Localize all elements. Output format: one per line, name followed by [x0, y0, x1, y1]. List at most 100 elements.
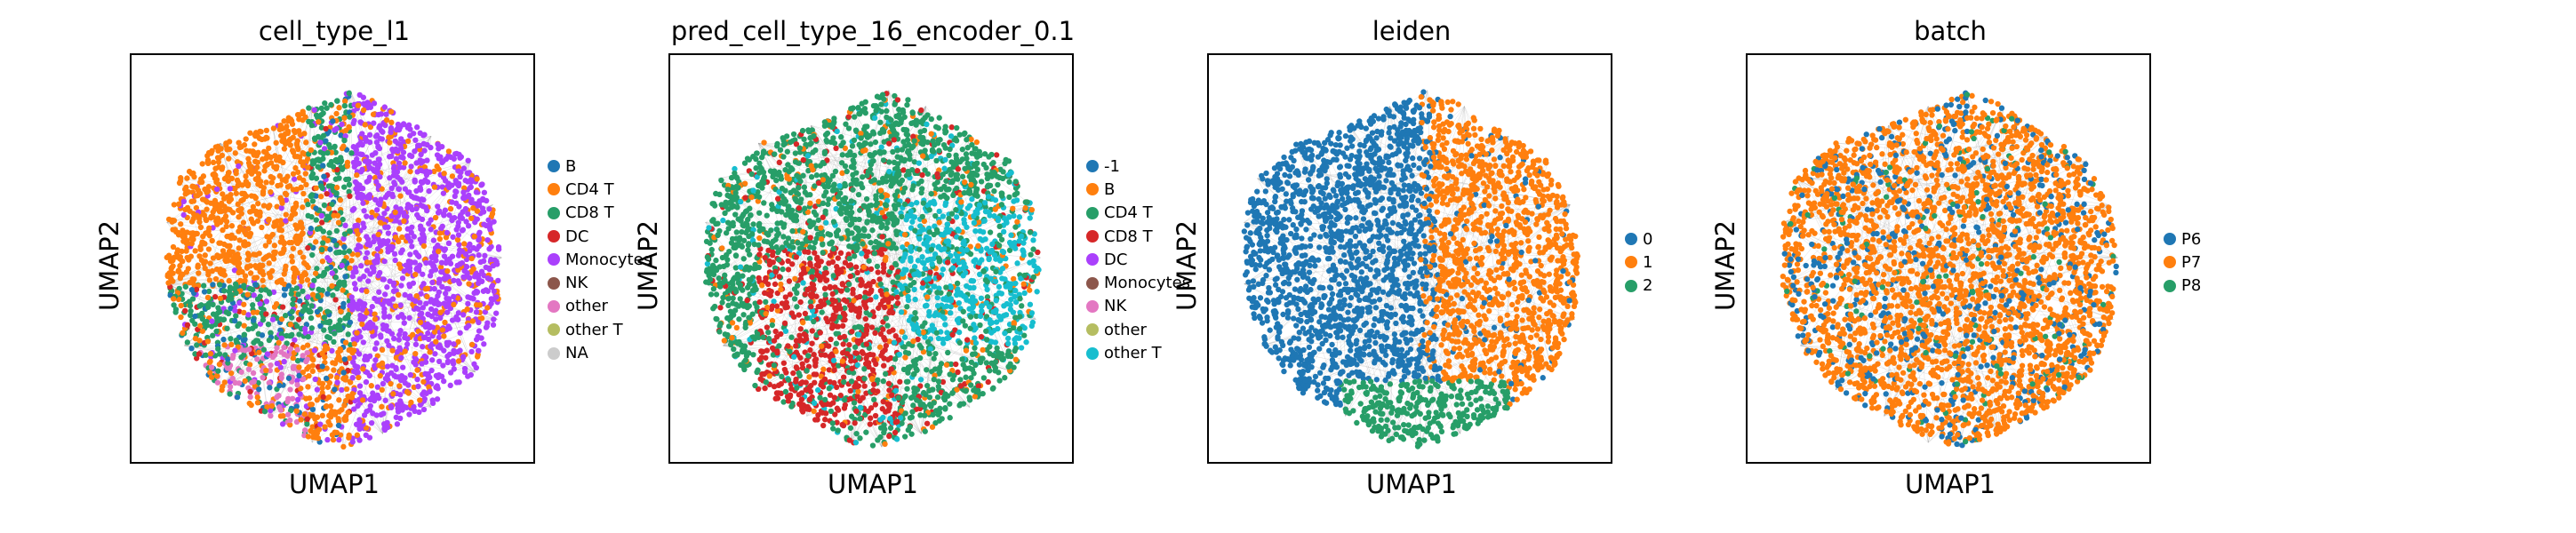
scatter-point	[481, 341, 487, 347]
scatter-point	[453, 314, 460, 321]
scatter-point	[222, 175, 229, 181]
scatter-point	[234, 159, 241, 165]
scatter-point	[1002, 276, 1008, 282]
scatter-point	[347, 378, 353, 385]
scatter-point	[797, 298, 804, 306]
scatter-point	[232, 347, 238, 354]
scatter-point	[263, 155, 269, 161]
graph-edge	[219, 142, 348, 312]
scatter-point	[319, 246, 325, 253]
scatter-point	[309, 406, 316, 413]
scatter-point	[445, 148, 452, 155]
scatter-point	[232, 150, 238, 156]
scatter-point	[364, 241, 371, 248]
scatter-point	[984, 346, 990, 353]
scatter-point	[946, 215, 952, 222]
scatter-point	[398, 136, 404, 142]
scatter-point	[404, 124, 412, 131]
scatter-point	[996, 283, 1003, 290]
scatter-point	[236, 269, 242, 276]
scatter-point	[375, 273, 381, 279]
scatter-point	[209, 318, 215, 324]
scatter-point	[346, 346, 352, 354]
scatter-point	[449, 253, 456, 259]
scatter-point	[853, 247, 860, 254]
scatter-point	[408, 193, 415, 200]
scatter-point	[304, 356, 310, 362]
scatter-point	[439, 223, 445, 229]
scatter-point	[367, 402, 373, 410]
scatter-point	[901, 157, 908, 164]
scatter-point	[325, 394, 332, 401]
scatter-point	[484, 237, 491, 243]
scatter-point	[884, 107, 890, 115]
scatter-point	[845, 125, 852, 131]
scatter-point	[402, 160, 408, 166]
scatter-point	[449, 173, 456, 179]
scatter-point	[390, 391, 396, 397]
scatter-point	[412, 271, 419, 278]
scatter-point	[428, 306, 435, 313]
scatter-point	[429, 279, 436, 286]
scatter-point	[330, 118, 336, 124]
scatter-point	[902, 354, 908, 361]
scatter-point	[487, 226, 493, 233]
scatter-point	[959, 147, 965, 153]
scatter-point	[378, 411, 384, 418]
scatter-point	[254, 159, 261, 165]
scatter-point	[462, 205, 469, 212]
scatter-point	[340, 375, 347, 382]
scatter-point	[871, 396, 877, 403]
scatter-point	[239, 190, 245, 197]
scatter-point	[350, 120, 356, 127]
scatter-point	[292, 337, 298, 343]
scatter-point	[383, 111, 389, 117]
scatter-point	[377, 173, 383, 180]
scatter-point	[384, 284, 390, 290]
scatter-point	[241, 352, 247, 358]
scatter-point	[236, 299, 243, 306]
graph-edge	[241, 200, 313, 443]
scatter-point	[227, 243, 233, 249]
scatter-point	[276, 339, 282, 346]
scatter-point	[436, 334, 443, 340]
scatter-point	[435, 386, 441, 392]
scatter-point	[905, 350, 912, 356]
scatter-point	[481, 189, 488, 195]
scatter-point	[413, 124, 420, 131]
scatter-point	[470, 205, 476, 211]
scatter-point	[332, 274, 340, 281]
scatter-point	[274, 360, 281, 367]
scatter-point	[318, 105, 324, 112]
scatter-point	[284, 332, 290, 339]
scatter-point	[456, 242, 462, 248]
scatter-point	[216, 155, 222, 161]
scatter-point	[241, 322, 247, 329]
scatter-point	[289, 147, 296, 154]
scatter-point	[388, 330, 396, 337]
scatter-point	[337, 197, 344, 203]
scatter-point	[242, 273, 249, 279]
scatter-point	[312, 270, 319, 276]
scatter-point	[380, 380, 387, 387]
scatter-point	[255, 200, 261, 207]
scatter-point	[418, 202, 424, 209]
scatter-point	[258, 129, 264, 135]
scatter-point	[969, 141, 975, 148]
scatter-point	[287, 422, 293, 428]
scatter-point	[180, 330, 186, 337]
scatter-point	[441, 347, 447, 354]
scatter-point	[884, 225, 890, 231]
umap-panel-2: pred_cell_type_16_encoder_0.1 UMAP1 UMAP2-…	[633, 0, 1220, 533]
scatter-point	[922, 303, 929, 309]
scatter-point	[391, 251, 398, 258]
scatter-point	[342, 397, 349, 404]
scatter-point	[333, 374, 340, 381]
point-layer	[164, 90, 502, 450]
scatter-point	[397, 392, 404, 398]
scatter-point	[207, 260, 213, 266]
scatter-point	[319, 380, 326, 387]
scatter-point	[954, 185, 960, 192]
scatter-point	[452, 193, 458, 200]
